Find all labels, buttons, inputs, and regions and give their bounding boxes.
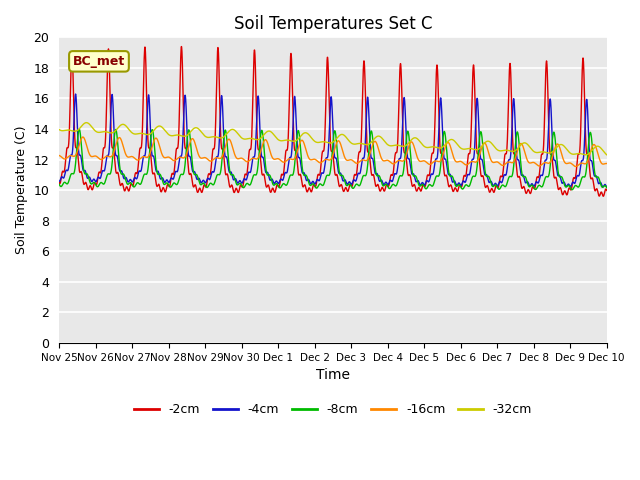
-4cm [72,91,79,97]
-2cm [603,187,611,193]
-8cm [76,126,83,132]
Line: -16cm: -16cm [59,137,607,167]
-32cm [209,134,216,140]
-32cm [603,152,611,157]
-32cm [396,143,404,149]
-2cm [551,175,559,181]
-8cm [568,187,576,192]
-4cm [551,157,559,163]
-32cm [582,152,589,158]
-16cm [387,159,394,165]
-8cm [209,181,216,187]
-32cm [551,147,559,153]
-32cm [83,120,90,126]
-2cm [173,146,180,152]
-32cm [603,152,611,157]
Line: -32cm: -32cm [59,123,607,155]
-4cm [55,179,63,184]
-16cm [603,161,611,167]
-32cm [173,132,180,138]
-32cm [55,127,63,132]
Line: -2cm: -2cm [59,47,607,196]
-4cm [387,177,394,183]
-2cm [600,193,607,199]
-4cm [599,184,607,190]
-2cm [603,188,611,193]
-4cm [603,184,611,190]
-8cm [603,185,611,191]
Line: -8cm: -8cm [59,129,607,190]
-16cm [173,156,180,162]
-2cm [178,44,186,49]
-16cm [551,145,559,151]
-16cm [603,161,611,167]
-16cm [55,153,63,158]
-2cm [55,180,63,186]
-8cm [387,185,394,191]
-2cm [396,66,404,72]
-4cm [209,169,216,175]
-16cm [572,164,580,169]
-4cm [173,169,180,175]
-16cm [396,157,404,163]
-16cm [209,158,216,164]
-2cm [387,174,394,180]
X-axis label: Time: Time [316,368,350,382]
Legend: -2cm, -4cm, -8cm, -16cm, -32cm: -2cm, -4cm, -8cm, -16cm, -32cm [129,398,537,421]
-8cm [551,134,559,140]
Line: -4cm: -4cm [59,94,607,187]
Y-axis label: Soil Temperature (C): Soil Temperature (C) [15,126,28,254]
-8cm [603,185,611,191]
-32cm [387,143,394,149]
-8cm [396,173,404,179]
-8cm [55,181,63,187]
-16cm [79,134,87,140]
Title: Soil Temperatures Set C: Soil Temperatures Set C [234,15,432,33]
-2cm [209,152,216,157]
-8cm [173,182,180,188]
Text: BC_met: BC_met [73,55,125,68]
-4cm [603,184,611,190]
-4cm [396,156,404,161]
